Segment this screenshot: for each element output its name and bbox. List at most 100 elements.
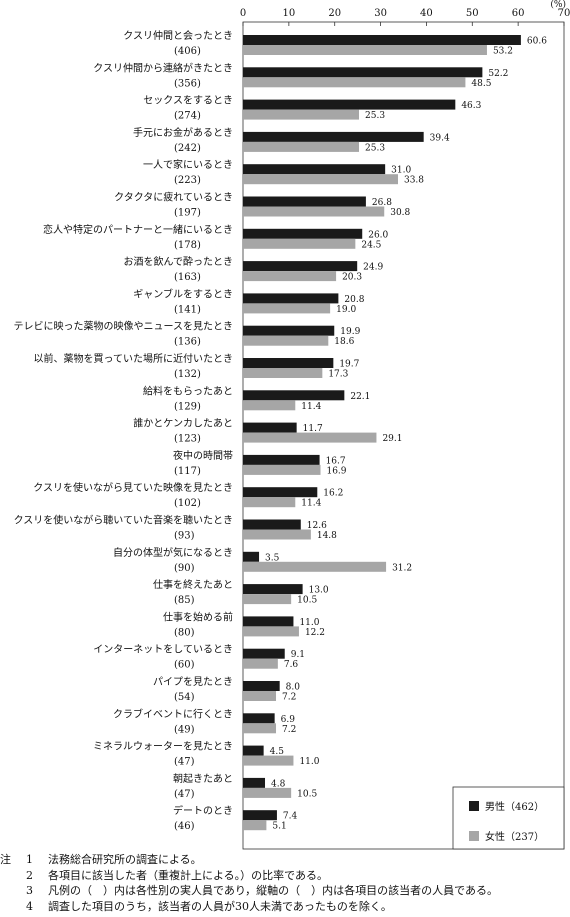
category-label: クラブイベントに行くとき <box>113 707 233 720</box>
bar-female <box>243 561 387 572</box>
bar-female <box>243 529 311 540</box>
x-tick-label: 50 <box>466 8 479 19</box>
bar-male <box>243 584 303 595</box>
footnote-number: 1 <box>26 853 33 866</box>
bar-male <box>243 681 280 691</box>
category-label: 以前、薬物を買っていた場所に近付いたとき <box>34 352 234 365</box>
footnote-number: 3 <box>26 884 33 897</box>
value-label-female: 14.8 <box>317 531 337 541</box>
bar-female <box>243 141 360 152</box>
value-label-male: 39.4 <box>430 133 450 143</box>
bar-chart: 0 10 20 30 40 50 60 70(%) クスリ仲間と会ったとき (406) 60.6 53… <box>14 0 570 850</box>
value-label-male: 60.6 <box>527 37 547 47</box>
value-label-male: 31.0 <box>391 166 411 176</box>
bar-female <box>243 432 377 443</box>
value-label-male: 12.6 <box>307 521 327 531</box>
value-label-female: 30.8 <box>390 208 410 218</box>
category-count: (242) <box>174 143 201 154</box>
category-label: お酒を飲んで酔ったとき <box>124 255 234 268</box>
x-tick-label: 20 <box>328 8 341 19</box>
value-label-female: 25.3 <box>365 143 385 153</box>
x-tick-label: 0 <box>240 8 246 19</box>
category-label: 夜中の時間帯 <box>173 449 233 462</box>
value-label-female: 20.3 <box>342 273 362 283</box>
legend-swatch-female <box>469 831 479 841</box>
category-count: (93) <box>174 531 195 542</box>
value-label-male: 8.0 <box>286 683 301 693</box>
bar-female <box>243 109 360 120</box>
value-label-male: 6.9 <box>281 715 296 725</box>
category-label: 給料をもらったあと <box>143 384 233 397</box>
category-label: パイプを見たとき <box>153 676 233 688</box>
bar-female <box>243 335 329 346</box>
category-label: 自分の体型が気になるとき <box>113 546 233 559</box>
bar-male <box>243 713 275 724</box>
category-count: (132) <box>174 369 201 380</box>
bar-female <box>243 723 277 734</box>
value-label-male: 16.7 <box>326 456 346 466</box>
category-count: (49) <box>174 724 195 735</box>
value-label-male: 46.3 <box>461 101 481 111</box>
category-label: ミネラルウォーターを見たとき <box>93 741 233 753</box>
bar-male <box>243 648 285 659</box>
category-label: クスリを使いながら聴いていた音楽を聴いたとき <box>14 514 233 527</box>
footnote-number: 2 <box>26 868 33 882</box>
axis-unit-label: (%) <box>550 0 566 10</box>
bar-male <box>243 519 301 530</box>
category-count: (223) <box>174 175 201 186</box>
bar-male <box>243 35 521 45</box>
value-label-female: 10.5 <box>297 596 317 606</box>
bar-male <box>243 67 483 78</box>
category-count: (129) <box>174 401 201 412</box>
bar-female <box>243 464 321 475</box>
category-label: クタクタに疲れているとき <box>114 191 233 204</box>
value-label-female: 11.4 <box>301 499 321 509</box>
value-label-female: 48.5 <box>471 79 491 89</box>
bar-female <box>243 238 356 249</box>
footnote-text: 法務総合研究所の調査による。 <box>48 853 202 866</box>
bar-female <box>243 755 294 766</box>
bar-male <box>243 164 386 175</box>
bar-female <box>243 77 466 88</box>
bar-male <box>243 422 297 433</box>
bar-female <box>243 271 337 282</box>
value-label-male: 20.8 <box>344 295 364 305</box>
bar-male <box>243 454 320 465</box>
category-label: 手元にお金があるとき <box>133 126 233 139</box>
value-label-male: 11.7 <box>303 424 323 434</box>
footnote-number: 4 <box>26 899 33 913</box>
value-label-male: 26.8 <box>372 198 392 208</box>
value-label-male: 22.1 <box>350 392 370 402</box>
value-label-male: 13.0 <box>309 586 329 596</box>
category-count: (141) <box>174 304 201 315</box>
legend-label-male: 男性（462） <box>485 800 544 813</box>
category-count: (136) <box>174 337 201 348</box>
category-count: (80) <box>174 627 195 638</box>
category-label: 恋人や特定のパートナーと一緒にいるとき <box>43 223 233 236</box>
value-label-female: 33.8 <box>404 176 424 186</box>
bar-male <box>243 99 456 110</box>
bar-female <box>243 303 331 314</box>
value-label-male: 4.5 <box>270 747 285 757</box>
value-label-female: 25.3 <box>365 111 385 121</box>
footnote-1: 注 1 法務総合研究所の調査による。 <box>0 852 570 868</box>
category-label: 一人で家にいるとき <box>143 158 233 171</box>
bar-female <box>243 174 398 185</box>
x-tick-label: 30 <box>374 8 387 19</box>
bar-female <box>243 691 277 701</box>
bar-male <box>243 325 335 336</box>
value-label-female: 53.2 <box>493 47 513 57</box>
bar-female <box>243 787 292 798</box>
category-label: クスリ仲間と会ったとき <box>123 29 233 42</box>
x-tick-label: 40 <box>420 8 433 19</box>
category-label: 朝起きたあと <box>173 773 233 785</box>
value-label-female: 11.0 <box>299 757 319 767</box>
chart-area: 0 10 20 30 40 50 60 70 (%) クスリ仲間と会ったとき (406) 60.6 53… <box>14 0 570 850</box>
category-count: (406) <box>174 46 201 57</box>
bar-male <box>243 196 366 207</box>
value-label-female: 7.2 <box>282 693 296 703</box>
value-label-female: 7.2 <box>282 725 296 735</box>
category-label: 仕事を始める前 <box>163 610 233 623</box>
value-label-female: 17.3 <box>328 370 348 380</box>
value-label-female: 24.5 <box>361 240 381 250</box>
